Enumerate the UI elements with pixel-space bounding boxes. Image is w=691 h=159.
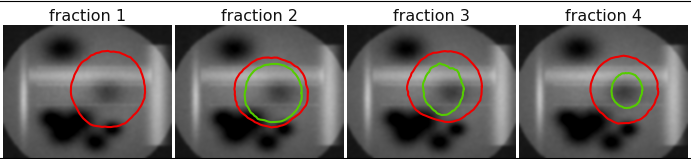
Text: fraction 1: fraction 1 (49, 9, 126, 24)
Text: fraction 2: fraction 2 (221, 9, 298, 24)
Text: fraction 3: fraction 3 (393, 9, 470, 24)
Text: fraction 4: fraction 4 (565, 9, 642, 24)
